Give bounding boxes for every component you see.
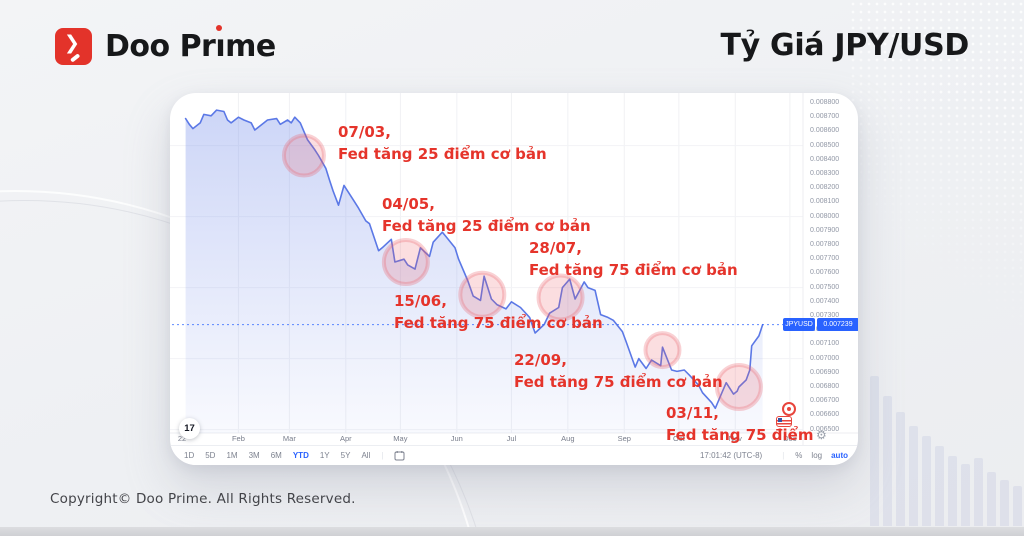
timeframe-button-1m[interactable]: 1M <box>226 451 238 460</box>
timeframe-button-all[interactable]: All <box>361 451 371 460</box>
chart-card: 0.008800 0.008700 0.008600 0.008500 0.008400… <box>170 93 858 465</box>
background-bar-pattern <box>870 376 1022 526</box>
tradingview-logo-icon[interactable]: 17 <box>179 418 200 439</box>
timeframe-group: 1D 5D 1M 3M 6M YTD 1Y 5Y All | <box>184 450 405 461</box>
scale-button-auto[interactable]: auto <box>831 451 848 460</box>
scale-group: 17:01:42 (UTC-8) | % log auto <box>700 451 848 460</box>
header: ❯ Doo Prıme Tỷ Giá JPY/USD <box>55 25 969 65</box>
clock-label[interactable]: 17:01:42 (UTC-8) <box>699 451 763 460</box>
background-dot-pattern <box>849 0 1024 340</box>
divider: | <box>782 451 785 460</box>
doo-prime-logo-icon: ❯ <box>55 28 92 65</box>
calendar-icon[interactable] <box>394 450 405 461</box>
scale-options: % log auto <box>795 451 848 460</box>
doo-prime-logo: ❯ Doo Prıme <box>55 25 276 65</box>
flag-event-icon <box>776 416 792 427</box>
chart-toolbar: 1D 5D 1M 3M 6M YTD 1Y 5Y All | 17:01:42 (UTC-8) |… <box>170 445 858 465</box>
event-marker-icon <box>782 402 796 416</box>
copyright-text: Copyright© Doo Prime. All Rights Reserve… <box>50 491 356 507</box>
scale-button-log[interactable]: log <box>811 451 823 460</box>
timeframe-button-1d[interactable]: 1D <box>184 451 195 460</box>
arrow-icon: ❯ <box>64 32 80 54</box>
timeframe-button-1y[interactable]: 1Y <box>319 451 330 460</box>
price-chart[interactable] <box>170 93 858 465</box>
gear-icon[interactable]: ⚙ <box>816 428 827 442</box>
page-title: Tỷ Giá JPY/USD <box>720 28 969 63</box>
timeframe-button-6m[interactable]: 6M <box>270 451 282 460</box>
timeframe-button-5y[interactable]: 5Y <box>340 451 351 460</box>
timeframe-button-3m[interactable]: 3M <box>248 451 260 460</box>
bottom-edge-strip <box>0 527 1024 536</box>
timeframe-button-ytd[interactable]: YTD <box>292 451 309 460</box>
scale-button-%[interactable]: % <box>795 451 803 460</box>
divider: | <box>381 451 384 460</box>
brand-name: Doo Prıme <box>105 25 276 64</box>
timeframe-button-5d[interactable]: 5D <box>205 451 216 460</box>
